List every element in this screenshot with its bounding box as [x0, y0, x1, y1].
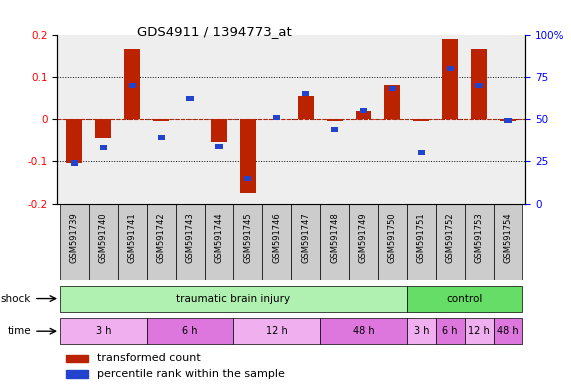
FancyBboxPatch shape [60, 204, 89, 280]
Text: GSM591739: GSM591739 [70, 213, 79, 263]
Bar [100, 145, 107, 150]
Bar [302, 91, 309, 96]
FancyBboxPatch shape [118, 204, 147, 280]
Bar [66, 370, 87, 378]
FancyBboxPatch shape [234, 318, 320, 344]
FancyBboxPatch shape [349, 204, 378, 280]
Bar [471, 50, 487, 119]
FancyBboxPatch shape [147, 318, 234, 344]
Bar [297, 96, 313, 119]
FancyBboxPatch shape [436, 318, 465, 344]
Text: GSM591743: GSM591743 [186, 213, 195, 263]
Bar [413, 119, 429, 121]
Text: 6 h: 6 h [443, 326, 458, 336]
Text: GSM591748: GSM591748 [330, 213, 339, 263]
Bar [153, 119, 169, 121]
Bar [158, 135, 165, 140]
Text: control: control [447, 293, 483, 304]
Bar [327, 119, 343, 121]
Bar [95, 119, 111, 138]
FancyBboxPatch shape [60, 286, 407, 311]
Text: GSM591742: GSM591742 [156, 213, 166, 263]
Bar [187, 96, 194, 101]
Bar [215, 144, 223, 149]
Bar [66, 355, 87, 362]
FancyBboxPatch shape [176, 204, 204, 280]
Text: GSM591747: GSM591747 [301, 213, 310, 263]
Text: GSM591751: GSM591751 [417, 213, 426, 263]
Text: 12 h: 12 h [266, 326, 288, 336]
Bar [331, 127, 338, 132]
Text: GSM591749: GSM591749 [359, 213, 368, 263]
Bar [384, 85, 400, 119]
Text: transformed count: transformed count [97, 353, 200, 363]
Text: percentile rank within the sample: percentile rank within the sample [97, 369, 285, 379]
Bar [500, 119, 516, 121]
Text: GSM591746: GSM591746 [272, 213, 282, 263]
FancyBboxPatch shape [493, 204, 522, 280]
Text: GSM591740: GSM591740 [99, 213, 108, 263]
Bar [504, 118, 512, 123]
FancyBboxPatch shape [436, 204, 465, 280]
Bar [211, 119, 227, 142]
Bar [360, 108, 367, 113]
Text: 12 h: 12 h [468, 326, 490, 336]
Text: traumatic brain injury: traumatic brain injury [176, 293, 291, 304]
Bar [447, 66, 454, 71]
Text: GSM591741: GSM591741 [128, 213, 136, 263]
Bar [417, 150, 425, 156]
FancyBboxPatch shape [89, 204, 118, 280]
Text: GDS4911 / 1394773_at: GDS4911 / 1394773_at [137, 25, 292, 38]
Text: time: time [7, 326, 31, 336]
FancyBboxPatch shape [378, 204, 407, 280]
Text: GSM591752: GSM591752 [446, 213, 455, 263]
Bar [66, 119, 82, 164]
FancyBboxPatch shape [320, 318, 407, 344]
Text: 48 h: 48 h [353, 326, 374, 336]
Bar [356, 111, 371, 119]
FancyBboxPatch shape [465, 204, 493, 280]
FancyBboxPatch shape [493, 318, 522, 344]
FancyBboxPatch shape [465, 318, 493, 344]
FancyBboxPatch shape [407, 286, 522, 311]
Text: GSM591745: GSM591745 [243, 213, 252, 263]
FancyBboxPatch shape [320, 204, 349, 280]
FancyBboxPatch shape [204, 204, 234, 280]
Text: GSM591753: GSM591753 [475, 213, 484, 263]
FancyBboxPatch shape [60, 318, 147, 344]
Bar [128, 83, 136, 88]
Bar [244, 175, 251, 181]
Text: 3 h: 3 h [95, 326, 111, 336]
Text: 6 h: 6 h [182, 326, 198, 336]
Bar [124, 50, 140, 119]
Text: GSM591750: GSM591750 [388, 213, 397, 263]
Bar [389, 86, 396, 91]
Text: GSM591754: GSM591754 [504, 213, 513, 263]
Text: 3 h: 3 h [413, 326, 429, 336]
Bar [442, 39, 458, 119]
FancyBboxPatch shape [234, 204, 262, 280]
Bar [476, 83, 482, 88]
Bar [240, 119, 256, 193]
Text: 48 h: 48 h [497, 326, 519, 336]
Text: shock: shock [1, 293, 31, 304]
FancyBboxPatch shape [147, 204, 176, 280]
FancyBboxPatch shape [262, 204, 291, 280]
FancyBboxPatch shape [291, 204, 320, 280]
Text: GSM591744: GSM591744 [215, 213, 223, 263]
FancyBboxPatch shape [407, 318, 436, 344]
Bar [273, 115, 280, 120]
FancyBboxPatch shape [407, 204, 436, 280]
Bar [71, 161, 78, 166]
